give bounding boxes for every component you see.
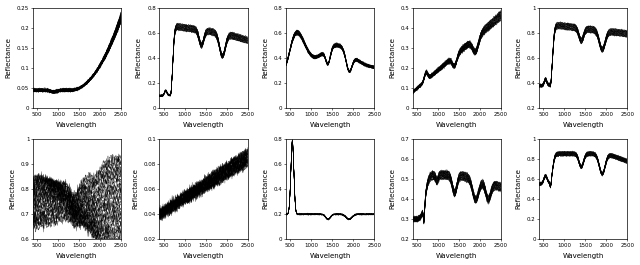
Y-axis label: Reflectance: Reflectance: [389, 169, 395, 209]
X-axis label: Wavelength: Wavelength: [310, 253, 351, 259]
Y-axis label: Reflectance: Reflectance: [6, 37, 12, 78]
Y-axis label: Reflectance: Reflectance: [136, 37, 141, 78]
Y-axis label: Reflectance: Reflectance: [132, 169, 138, 209]
X-axis label: Wavelength: Wavelength: [183, 122, 224, 128]
Y-axis label: Reflectance: Reflectance: [262, 37, 268, 78]
Y-axis label: Reflectance: Reflectance: [515, 169, 522, 209]
X-axis label: Wavelength: Wavelength: [183, 253, 224, 259]
Y-axis label: Reflectance: Reflectance: [9, 169, 15, 209]
Y-axis label: Reflectance: Reflectance: [262, 169, 268, 209]
X-axis label: Wavelength: Wavelength: [563, 122, 604, 128]
X-axis label: Wavelength: Wavelength: [310, 122, 351, 128]
Y-axis label: Reflectance: Reflectance: [515, 37, 522, 78]
X-axis label: Wavelength: Wavelength: [563, 253, 604, 259]
X-axis label: Wavelength: Wavelength: [56, 253, 98, 259]
X-axis label: Wavelength: Wavelength: [56, 122, 98, 128]
Y-axis label: Reflectance: Reflectance: [389, 37, 395, 78]
X-axis label: Wavelength: Wavelength: [436, 122, 477, 128]
X-axis label: Wavelength: Wavelength: [436, 253, 477, 259]
